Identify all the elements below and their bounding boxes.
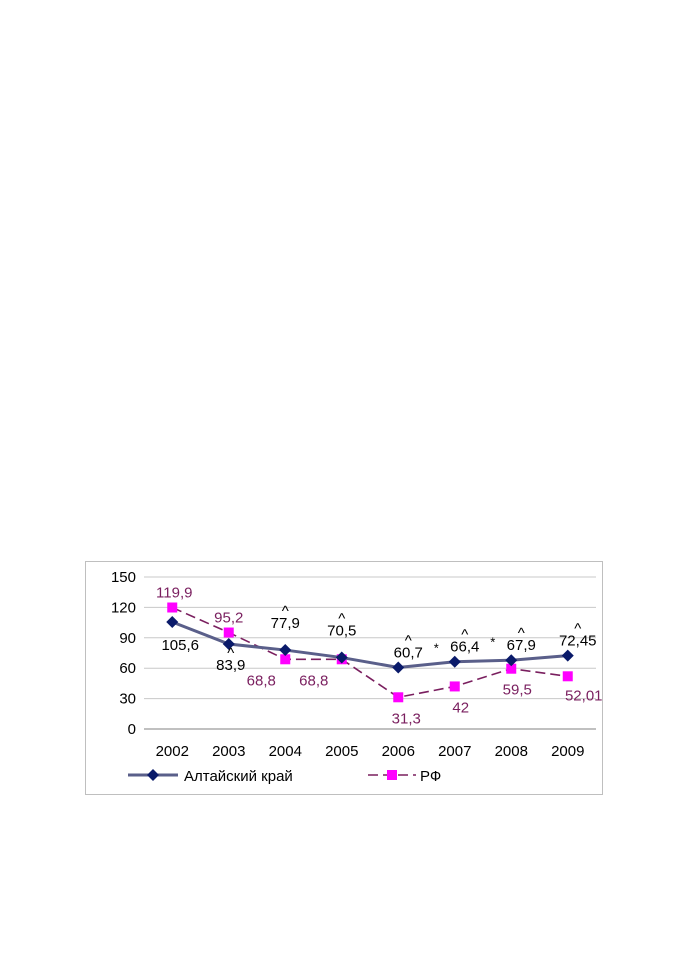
point-altai-2009 <box>561 649 574 662</box>
point-altai-2005 <box>335 651 348 664</box>
chart-frame: 0 30 60 90 120 150 2002 2003 2004 2005 2006 2007 20… <box>85 561 603 795</box>
data-label-rf-2003: 95,2 <box>214 610 243 627</box>
point-rf-2008 <box>506 663 517 674</box>
annotation-asterisk-2006: * <box>434 640 439 655</box>
annotation-caret-2004: ^ <box>282 603 289 620</box>
x-tick-label-2004: 2004 <box>269 743 302 760</box>
data-label-altai-2003: 83,9 <box>216 657 245 674</box>
annotation-caret-2007: ^ <box>461 627 468 644</box>
data-label-altai-2005: 70,5 <box>327 623 356 640</box>
data-label-rf-2007: 42 <box>452 699 469 716</box>
point-rf-2002 <box>167 602 178 613</box>
point-rf-2009 <box>562 671 573 682</box>
annotation-caret-2006: ^ <box>405 632 412 649</box>
x-axis: 2002 2003 2004 2005 2006 2007 2008 2009 <box>156 743 585 760</box>
data-label-altai-2004: 77,9 <box>271 615 300 632</box>
y-tick-label-0: 0 <box>128 721 136 738</box>
x-tick-label-2009: 2009 <box>551 743 584 760</box>
x-tick-label-2008: 2008 <box>495 743 528 760</box>
x-tick-label-2006: 2006 <box>382 743 415 760</box>
x-tick-label-2002: 2002 <box>156 743 189 760</box>
data-label-altai-2009: 72,45 <box>559 633 597 650</box>
y-tick-label-150: 150 <box>111 569 136 586</box>
data-label-rf-2004: 68,8 <box>247 672 276 689</box>
point-altai-2008 <box>505 654 518 667</box>
data-label-altai-2002: 105,6 <box>161 637 199 654</box>
annotation-caret-2008: ^ <box>518 625 525 642</box>
series-line-altai <box>171 620 568 670</box>
x-tick-label-2007: 2007 <box>438 743 471 760</box>
y-tick-label-90: 90 <box>119 630 136 647</box>
point-altai-2002 <box>166 615 179 628</box>
x-tick-label-2005: 2005 <box>325 743 358 760</box>
data-label-rf-2008: 59,5 <box>503 682 532 699</box>
annotation-asterisk-2007: * <box>490 635 495 650</box>
data-label-rf-2009: 52,01 <box>565 687 603 704</box>
data-label-rf-2005: 68,8 <box>299 672 328 689</box>
data-label-altai-2006: 60,7 <box>394 644 423 661</box>
point-rf-2007 <box>449 681 460 692</box>
data-labels: 105,6 83,9 77,9 70,5 60,7 66,4 67,9 72,45 119,9 9… <box>156 585 603 728</box>
legend-marker-altai <box>147 769 159 781</box>
data-label-altai-2008: 67,9 <box>507 637 536 654</box>
legend-label-altai: Алтайский край <box>184 768 293 785</box>
y-tick-label-60: 60 <box>119 660 136 677</box>
y-tick-label-120: 120 <box>111 599 136 616</box>
legend-label-rf: РФ <box>420 768 441 785</box>
point-altai-2006 <box>392 661 405 674</box>
series-line-rf <box>171 606 568 699</box>
data-label-altai-2007: 66,4 <box>450 639 479 656</box>
y-axis: 0 30 60 90 120 150 <box>111 569 136 738</box>
x-tick-label-2003: 2003 <box>212 743 245 760</box>
point-rf-2004 <box>280 654 291 665</box>
data-label-rf-2002: 119,9 <box>156 585 192 602</box>
point-altai-2004 <box>279 644 292 657</box>
annotation-caret-2005: ^ <box>338 611 345 628</box>
point-altai-2007 <box>448 655 461 668</box>
point-rf-2003 <box>223 627 234 638</box>
point-altai-2003 <box>222 637 235 650</box>
annotation-caret-2003: ^ <box>227 645 234 662</box>
legend: Алтайский край РФ <box>128 768 441 785</box>
y-tick-label-30: 30 <box>119 691 136 708</box>
annotation-caret-2009: ^ <box>574 621 581 638</box>
series-group <box>166 602 574 703</box>
gridlines <box>144 576 596 730</box>
data-label-rf-2006: 31,3 <box>392 710 421 727</box>
point-rf-2006 <box>393 692 404 703</box>
legend-marker-rf <box>387 770 397 780</box>
